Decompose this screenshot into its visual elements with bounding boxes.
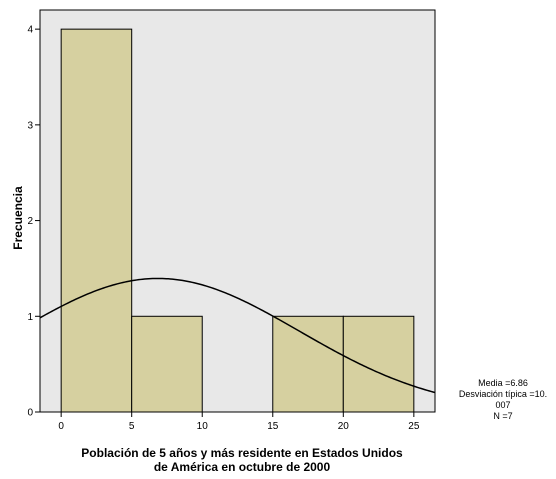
x-tick-label-20: 20	[338, 421, 350, 432]
x-tick-label-0: 0	[58, 421, 64, 432]
stats-std-dev: Desviación típica =10.	[459, 389, 547, 399]
histogram-bar-0-5	[60, 28, 133, 413]
histogram-bar-5-10	[131, 315, 203, 413]
x-tick-label-15: 15	[267, 421, 279, 432]
x-tick-label-5: 5	[129, 421, 135, 432]
histogram-bar-15-20	[272, 315, 344, 413]
y-axis: 0 1 2 3 4	[27, 25, 40, 419]
x-tick-label-10: 10	[197, 421, 209, 432]
stats-n: N =7	[493, 411, 512, 421]
x-axis-title-line-2: de América en octubre de 2000	[154, 460, 331, 474]
stats-std-dev-continued: 007	[495, 400, 510, 410]
histogram-bar-20-25	[342, 315, 415, 413]
x-tick-label-25: 25	[408, 421, 420, 432]
y-tick-label-2: 2	[27, 216, 33, 227]
y-axis-title: Frecuencia	[11, 186, 25, 250]
normal-curve	[39, 277, 436, 394]
histogram-bars	[60, 28, 415, 413]
stats-mean: Media =6.86	[478, 378, 528, 388]
x-axis-title-line-1: Población de 5 años y más residente en E…	[81, 446, 403, 460]
y-tick-label-1: 1	[27, 312, 33, 323]
y-tick-label-3: 3	[27, 120, 33, 131]
y-tick-label-0: 0	[27, 408, 33, 419]
plot-frame	[39, 9, 436, 413]
statistics-box: Media =6.86 Desviación típica =10. 007 N…	[459, 378, 547, 421]
x-axis: 0 5 10 15 20 25	[58, 412, 420, 432]
y-tick-label-4: 4	[27, 25, 33, 36]
